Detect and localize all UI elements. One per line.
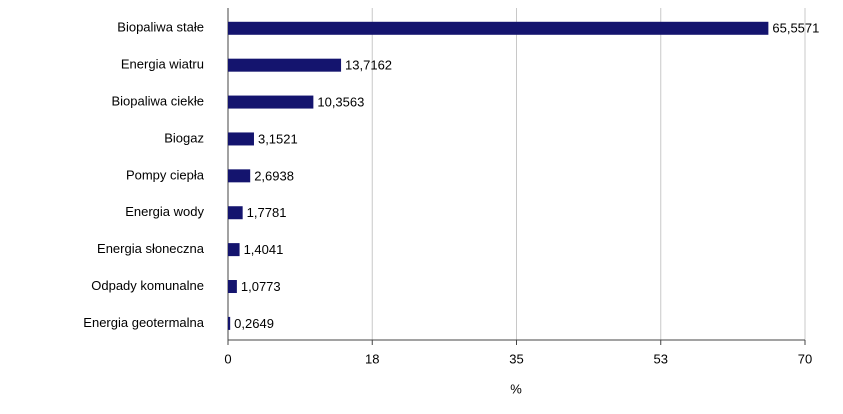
data-label: 1,7781 bbox=[247, 205, 287, 220]
x-tick-label: 70 bbox=[798, 351, 812, 366]
x-tick-label: 53 bbox=[654, 351, 668, 366]
bar bbox=[228, 169, 251, 183]
bar bbox=[228, 243, 240, 257]
y-tick-label: Energia geotermalna bbox=[83, 315, 204, 330]
data-label: 10,3563 bbox=[317, 95, 364, 110]
bar bbox=[228, 280, 237, 294]
data-label: 65,5571 bbox=[772, 21, 819, 36]
bar bbox=[228, 21, 769, 35]
y-tick-label: Energia wiatru bbox=[121, 57, 204, 72]
x-tick-label: 35 bbox=[509, 351, 523, 366]
data-label: 3,1521 bbox=[258, 131, 298, 146]
y-tick-label: Biopaliwa ciekłe bbox=[112, 94, 205, 109]
y-tick-label: Energia wody bbox=[125, 204, 204, 219]
bar bbox=[228, 132, 254, 146]
data-label: 13,7162 bbox=[345, 58, 392, 73]
bar bbox=[228, 58, 342, 72]
y-tick-label: Biopaliwa stałe bbox=[117, 20, 204, 35]
bar bbox=[228, 206, 243, 220]
y-tick-label: Odpady komunalne bbox=[91, 278, 204, 293]
data-label: 2,6938 bbox=[254, 168, 294, 183]
x-tick-label: 0 bbox=[224, 351, 231, 366]
x-axis-label: % bbox=[510, 381, 522, 396]
y-tick-label: Pompy ciepła bbox=[126, 167, 205, 182]
data-label: 1,4041 bbox=[244, 242, 284, 257]
x-tick-label: 18 bbox=[365, 351, 379, 366]
bar bbox=[228, 316, 231, 330]
y-tick-label: Energia słoneczna bbox=[97, 241, 205, 256]
data-label: 0,2649 bbox=[234, 316, 274, 331]
bar bbox=[228, 95, 314, 109]
y-tick-label: Biogaz bbox=[164, 130, 204, 145]
data-label: 1,0773 bbox=[241, 279, 281, 294]
